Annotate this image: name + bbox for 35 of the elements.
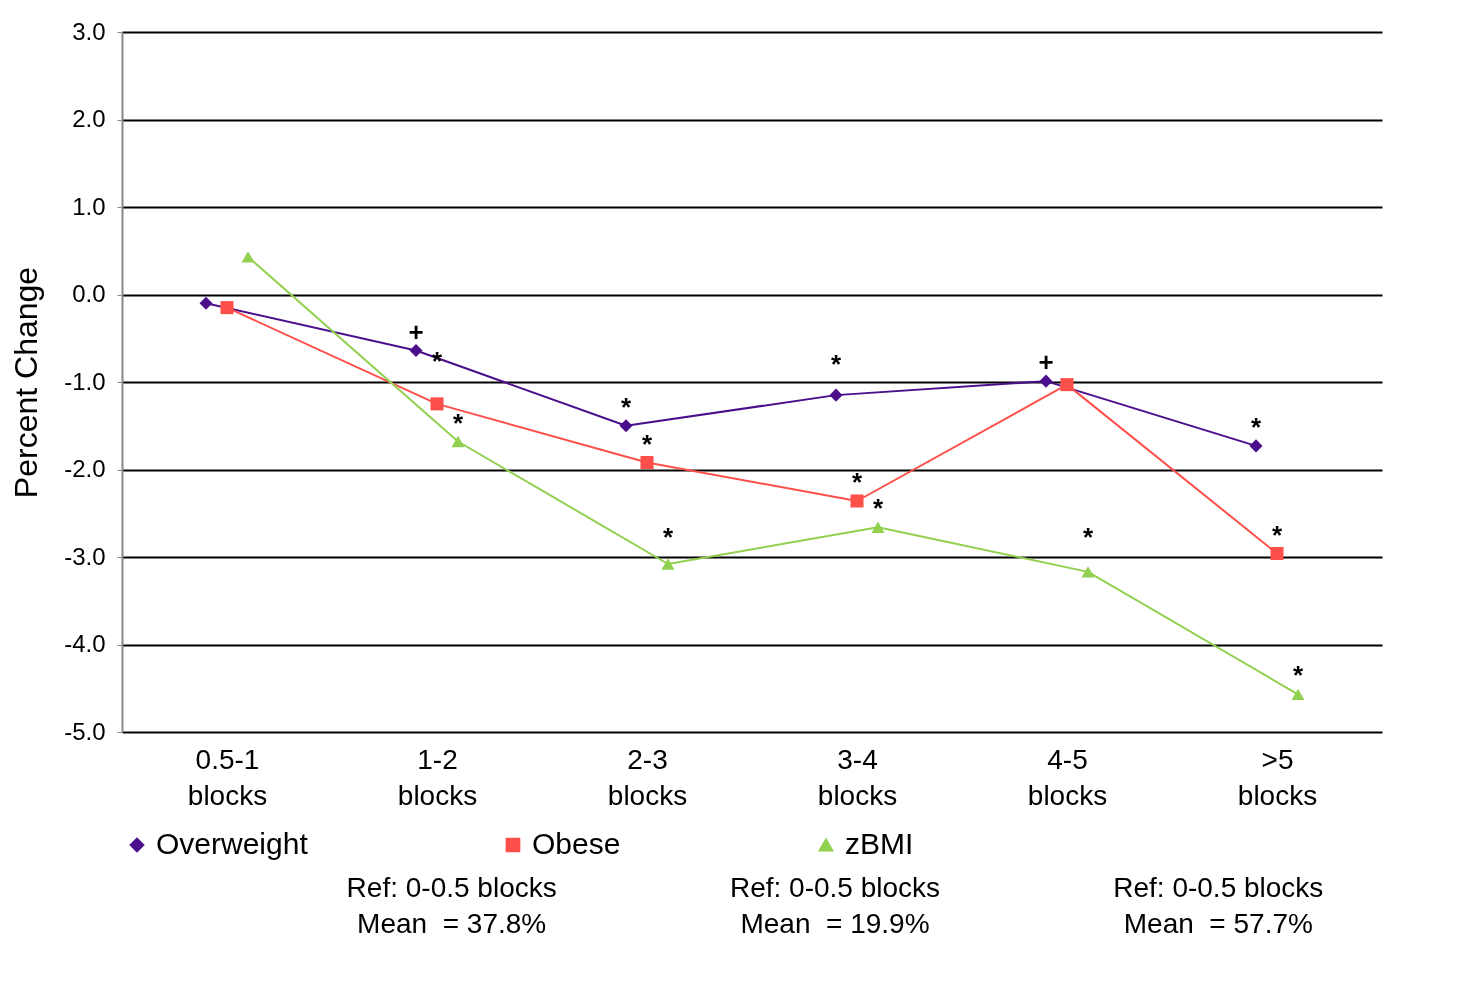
y-tick-label: -5.0: [64, 717, 106, 745]
y-tick-label: -2.0: [64, 455, 106, 482]
x-tick-label: 4-5 blocks: [1027, 743, 1108, 811]
y-tick-label: -3.0: [64, 542, 106, 570]
legend-label: zBMI: [845, 827, 914, 860]
x-tick-label: 0.5-1 blocks: [187, 743, 268, 811]
x-tick-label: 1-2 blocks: [397, 743, 478, 811]
y-tick-label: -4.0: [64, 630, 106, 657]
y-tick-label: -1.0: [64, 367, 106, 395]
text: Ref: 0-0.5 blocks Mean = 37.8%: [346, 871, 557, 942]
data-label: +: [408, 316, 424, 347]
text: Ref: 0-0.5 blocks Mean = 19.9%: [729, 871, 941, 942]
y-tick-label: 0.0: [72, 280, 106, 307]
data-label: *: [620, 391, 632, 422]
legend-label: Obese: [532, 827, 621, 860]
y-tick-label: 2.0: [72, 105, 106, 132]
y-tick-label: 1.0: [72, 192, 106, 220]
data-label: *: [1292, 660, 1304, 691]
data-label: *: [1250, 411, 1262, 442]
data-label: *: [872, 493, 884, 524]
data-label: *: [641, 428, 653, 459]
data-label: *: [452, 407, 464, 438]
x-tick-label: >5 blocks: [1237, 743, 1318, 811]
x-tick-label: 2-3 blocks: [607, 743, 688, 811]
y-tick-label: 3.0: [72, 17, 106, 45]
data-label: *: [662, 522, 674, 552]
data-label: *: [851, 467, 863, 497]
data-label: *: [1082, 521, 1094, 552]
data-label: *: [1271, 519, 1283, 550]
legend-label: Overweight: [156, 827, 309, 860]
data-label: +: [1038, 347, 1054, 378]
data-label: *: [830, 349, 842, 380]
y-axis-title: Percent Change: [8, 266, 45, 499]
x-tick-label: 3-4 blocks: [817, 743, 898, 811]
text: Ref: 0-0.5 blocks Mean = 57.7%: [1113, 871, 1324, 942]
